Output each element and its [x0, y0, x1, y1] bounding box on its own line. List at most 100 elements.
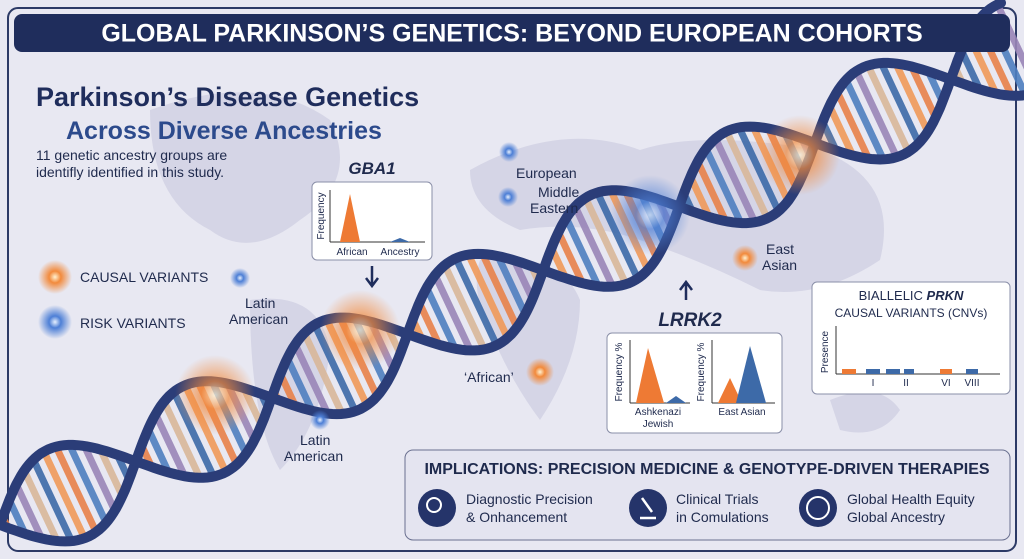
peak — [718, 378, 742, 403]
panel-title: BIALLELIC PRKN — [859, 288, 964, 303]
base-pair — [292, 342, 331, 416]
base-pair — [431, 273, 474, 352]
region-labels: European Middle Eastern East Asian Latin… — [229, 142, 797, 464]
axis-label: Ancestry — [381, 247, 420, 258]
peak — [736, 346, 766, 403]
heading: Across Diverse Ancestries — [66, 117, 382, 145]
base-pair — [892, 62, 931, 134]
axis-label: Frequency % — [696, 342, 707, 401]
base-pair — [908, 65, 939, 120]
base-pair — [826, 104, 856, 157]
axis-label: I — [872, 378, 875, 389]
presence-bar — [866, 369, 880, 374]
base-pair — [97, 448, 126, 498]
legend-label: CAUSAL VARIANTS — [80, 269, 208, 285]
icon-detail — [640, 497, 656, 520]
axis-label: East Asian — [718, 407, 765, 418]
item-text: & Onhancement — [466, 509, 567, 525]
base-pair — [958, 49, 983, 91]
region-icon — [732, 245, 758, 271]
presence-bar — [842, 369, 856, 374]
peak — [390, 238, 410, 242]
region-icon — [230, 268, 250, 288]
base-pair — [145, 427, 172, 474]
base-pair — [21, 469, 61, 543]
box-title: IMPLICATIONS: PRECISION MEDICINE & GENOT… — [424, 461, 989, 478]
region-icon — [310, 410, 330, 430]
base-pair — [572, 205, 616, 289]
world-map — [150, 92, 900, 470]
box — [404, 449, 1011, 541]
glow — [320, 290, 400, 370]
glow — [760, 115, 840, 195]
legend-label: RISK VARIANTS — [80, 315, 186, 331]
base-pair — [30, 458, 75, 543]
base-pair — [494, 254, 529, 316]
base-pair — [152, 412, 188, 478]
item-icon — [418, 489, 456, 527]
presence-bar — [940, 369, 952, 374]
item-text: Diagnostic Precision — [466, 491, 593, 507]
panel-title: GBA1 — [348, 159, 395, 178]
heading: Parkinson’s Disease Genetics — [36, 82, 419, 112]
base-pair — [160, 400, 204, 480]
region-label: European — [516, 165, 577, 181]
header-title: GLOBAL PARKINSON’S GENETICS: BEYOND EURO… — [101, 20, 922, 48]
header-bar — [14, 14, 1010, 52]
base-pair — [423, 286, 459, 351]
base-pair — [52, 445, 100, 534]
axis-label: Jewish — [643, 419, 674, 430]
dna-helix — [0, 0, 1024, 547]
base-pair — [465, 253, 511, 340]
base-pair — [834, 90, 872, 161]
gba1-panel: Frequency African Ancestry — [311, 181, 433, 261]
base-pair — [555, 230, 586, 285]
region-label: American — [284, 448, 343, 464]
item-text: Clinical Trials — [676, 491, 758, 507]
axis-label: II — [903, 378, 909, 389]
glow — [175, 355, 255, 435]
base-pair — [878, 61, 922, 145]
implications-box: IMPLICATIONS: PRECISION MEDICINE & GENOT… — [404, 449, 1011, 541]
presence-bar — [886, 369, 900, 374]
arrow — [679, 279, 693, 300]
base-pair — [582, 196, 630, 286]
item-text: Global Ancestry — [847, 509, 945, 525]
base-pair — [452, 256, 500, 347]
presence-bars — [842, 369, 978, 374]
region-label: Latin — [245, 295, 275, 311]
region-label: East — [766, 241, 794, 257]
continent — [150, 92, 340, 243]
item-text: Global Health Equity — [847, 491, 975, 507]
base-pair — [563, 216, 602, 288]
panel-title-part: PRKN — [927, 288, 964, 303]
axis-label: Ashkenazi — [635, 407, 681, 418]
axis-label: VI — [941, 378, 950, 389]
base-pair — [702, 147, 745, 225]
panel-title-part: BIALLELIC — [859, 288, 927, 303]
presence-bar — [904, 369, 914, 374]
region-label: Eastern — [530, 200, 578, 216]
base-pair — [81, 444, 118, 513]
axis-label: VIII — [964, 378, 979, 389]
icon-detail — [426, 497, 442, 513]
region-label: Middle — [538, 184, 579, 200]
subtitle: 11 genetic ancestry groups are — [36, 147, 227, 163]
axis-label: African — [336, 247, 367, 258]
base-pair — [511, 258, 536, 301]
icon-detail — [806, 496, 830, 520]
item-text: in Comulations — [676, 509, 769, 525]
base-pair — [687, 175, 713, 219]
axis-label: Frequency % — [614, 342, 625, 401]
panel-box — [811, 281, 1011, 395]
region-icon — [498, 187, 518, 207]
base-pair — [479, 252, 521, 329]
base-pair — [853, 69, 900, 159]
presence-bar — [966, 369, 978, 374]
base-pair — [66, 443, 110, 525]
item-icon — [799, 489, 837, 527]
region-label: ‘African’ — [464, 369, 514, 385]
region-label: Latin — [300, 432, 330, 448]
panel-title: LRRK2 — [658, 310, 722, 331]
base-pair — [723, 129, 771, 220]
